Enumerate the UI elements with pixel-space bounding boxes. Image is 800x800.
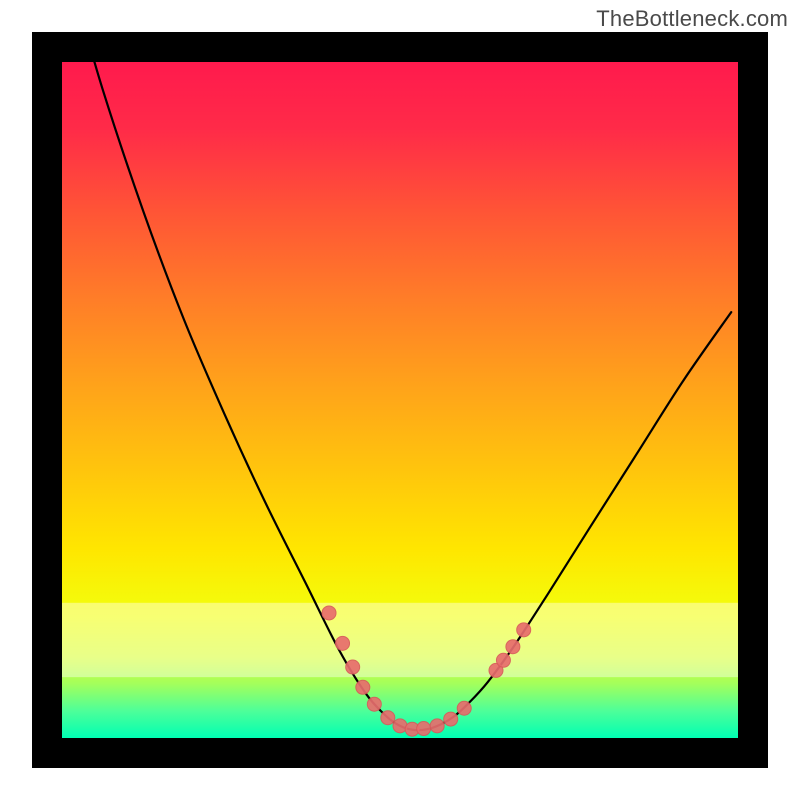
chart-plot-area	[32, 32, 768, 768]
watermark-text: TheBottleneck.com	[596, 6, 788, 32]
marker-point	[381, 711, 395, 725]
marker-point	[430, 719, 444, 733]
marker-point	[496, 653, 510, 667]
marker-point	[336, 636, 350, 650]
chart-svg	[32, 32, 768, 768]
marker-point	[506, 640, 520, 654]
marker-point	[517, 623, 531, 637]
marker-point	[444, 712, 458, 726]
marker-point	[356, 680, 370, 694]
marker-point	[346, 660, 360, 674]
marker-point	[417, 722, 431, 736]
pale-band	[62, 603, 738, 677]
marker-point	[322, 606, 336, 620]
marker-point	[367, 697, 381, 711]
marker-point	[457, 701, 471, 715]
